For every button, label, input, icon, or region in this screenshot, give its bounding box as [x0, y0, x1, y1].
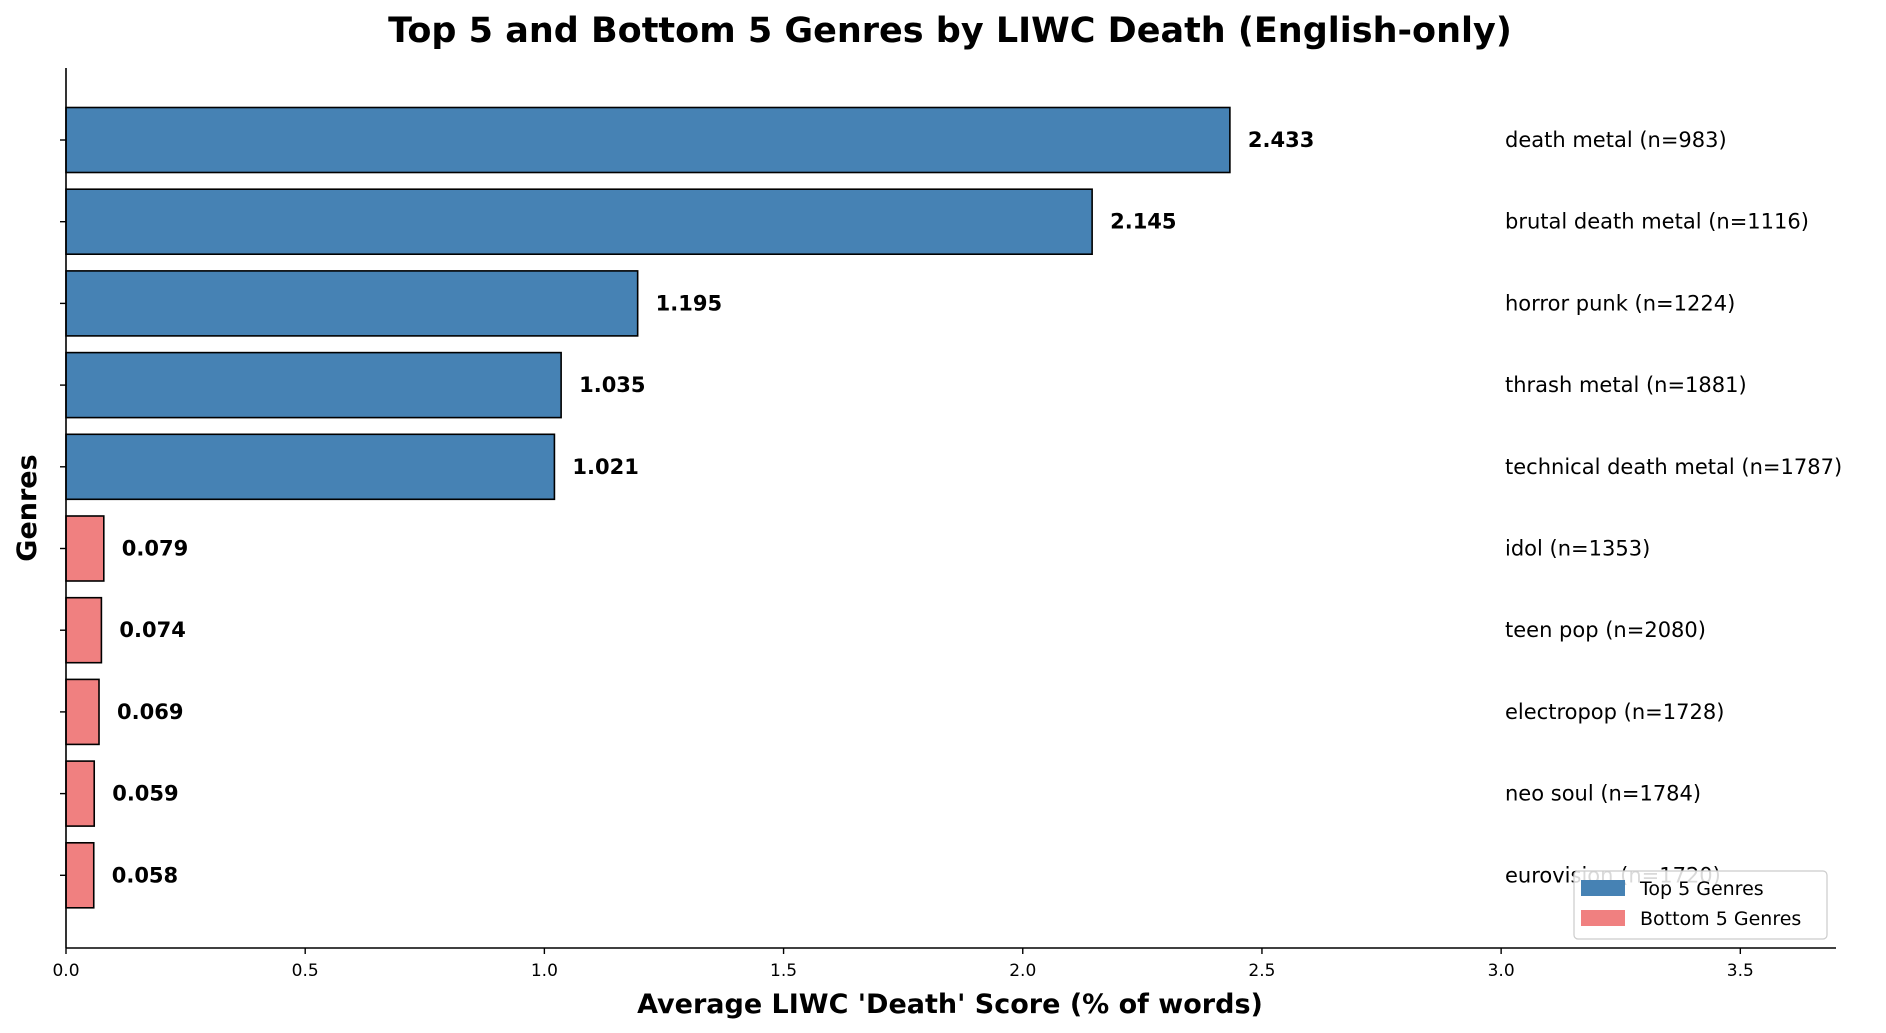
x-tick-label: 1.5: [770, 961, 797, 981]
bar: [65, 106, 1231, 174]
genre-label: death metal (n=983): [1505, 128, 1727, 152]
genre-labels: death metal (n=983) brutal death metal (n…: [1505, 128, 1842, 887]
legend-label-top: Top 5 Genres: [1639, 878, 1764, 900]
x-tick-label: 3.0: [1488, 961, 1515, 981]
bar-value-label: 2.145: [1110, 210, 1176, 234]
genre-label: thrash metal (n=1881): [1505, 373, 1747, 397]
x-tick-label: 1.0: [531, 961, 558, 981]
genre-label: horror punk (n=1224): [1505, 291, 1735, 315]
x-tick-label: 2.5: [1248, 961, 1275, 981]
bar: [65, 678, 100, 746]
x-tick-label: 0.0: [52, 961, 79, 981]
bar-value-label: 1.035: [579, 373, 645, 397]
bar-value-label: 2.433: [1248, 128, 1314, 152]
bar-value-label: 0.058: [112, 863, 178, 887]
legend-swatch-top: [1581, 880, 1625, 896]
legend: Top 5 Genres Bottom 5 Genres: [1573, 870, 1828, 940]
bar-value-label: 0.079: [122, 537, 188, 561]
chart-title: Top 5 and Bottom 5 Genres by LIWC Death …: [388, 11, 1512, 51]
genre-label: technical death metal (n=1787): [1505, 455, 1842, 479]
genre-label: brutal death metal (n=1116): [1505, 210, 1809, 234]
bar: [65, 351, 562, 419]
value-labels: 2.433 2.145 1.195 1.035 1.021 0.079 0.074 0.069…: [112, 128, 1315, 887]
bar-value-label: 1.195: [656, 291, 722, 315]
bar: [65, 596, 103, 664]
y-axis-label: Genres: [12, 454, 43, 561]
bar: [65, 515, 105, 582]
bars: [65, 106, 1231, 909]
bar: [65, 188, 1093, 255]
genre-label: electropop (n=1728): [1505, 700, 1724, 724]
bar-value-label: 0.059: [112, 782, 178, 806]
legend-swatch-bottom: [1581, 910, 1625, 926]
genre-label: idol (n=1353): [1505, 537, 1650, 561]
bar: [65, 760, 96, 827]
x-tick-label: 0.5: [292, 961, 319, 981]
bar: [65, 270, 639, 337]
bar: [65, 433, 556, 501]
genre-label: neo soul (n=1784): [1505, 782, 1701, 806]
genre-label: teen pop (n=2080): [1505, 618, 1706, 642]
bar: [65, 841, 95, 909]
legend-label-bottom: Bottom 5 Genres: [1640, 908, 1801, 930]
axes: [65, 68, 1836, 949]
bar-value-label: 0.074: [119, 618, 185, 642]
legend-box: [1573, 870, 1828, 940]
y-ticks: [60, 139, 66, 876]
x-ticks: 0.0 0.5 1.0 1.5 2.0 2.5 3.0 3.5: [52, 948, 1754, 981]
bar-value-label: 1.021: [572, 455, 638, 479]
x-tick-label: 2.0: [1009, 961, 1036, 981]
x-tick-label: 3.5: [1727, 961, 1754, 981]
bar-value-label: 0.069: [117, 700, 183, 724]
x-axis-label: Average LIWC 'Death' Score (% of words): [637, 989, 1263, 1020]
